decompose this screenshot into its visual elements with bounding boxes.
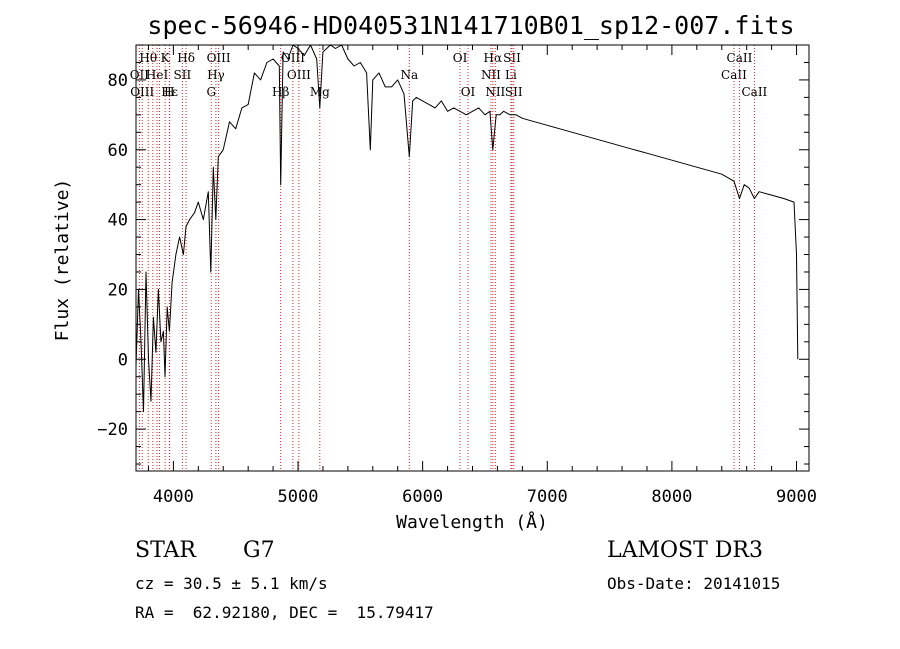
y-tick-label: 0 [118,350,128,370]
spectral-line-label: Hγ [207,68,225,82]
spectral-line-label: G [206,85,216,99]
spectral-line-label: HeI [146,68,169,82]
y-axis-label: Flux (relative) [52,179,73,342]
spectral-line-label: CaII [721,68,747,82]
spectral-line-label: OIII [130,85,154,99]
spectrum-series [135,44,799,413]
spectral-line-label: OIII [287,68,311,82]
spectrum-line [135,44,799,413]
x-tick-label: 6000 [402,487,443,507]
spectral-line-label: Hδ [177,51,195,65]
spectral-line-label: OII [130,68,150,82]
spectral-line-label: SII [174,68,192,82]
x-tick-label: 8000 [651,487,692,507]
survey-name: LAMOST DR3 [607,538,763,563]
chart-title: spec-56946-HD040531N141710B01_sp12-007.f… [147,11,794,40]
spectral-line-label: NII [485,85,505,99]
axis-ticks: 4000 5000 6000 7000 8000 9000 −20 0 20 40 60 80 [97,44,817,507]
object-subclass: G7 [243,538,275,563]
spectral-line-label: OI [461,85,476,99]
y-tick-label: 80 [108,71,128,91]
y-tick-label: 40 [108,211,128,231]
plot-frame [135,44,810,472]
spectral-line-label: NII [481,68,501,82]
y-tick-label: 60 [108,141,128,161]
spectral-line-label: Mg [310,85,330,99]
spectral-lines: OIIOIIIHθHeIKHHεSIIHδGHγOIIIHβOIIIOIIIMg… [130,45,768,471]
x-tick-label: 5000 [278,487,319,507]
x-tick-label: 7000 [527,487,568,507]
spectral-line-label: OIII [207,51,231,65]
spectral-line-label: Hα [484,51,503,65]
x-tick-label: 4000 [153,487,194,507]
y-tick-label: 20 [108,280,128,300]
spectral-line-label: SII [503,51,521,65]
x-tick-label: 9000 [776,487,817,507]
spectral-line-label: H [164,85,174,99]
spectral-line-label: CaII [741,85,767,99]
object-class: STAR [135,538,196,563]
spectral-line-label: Hε [161,85,178,99]
spectral-line-label: OI [453,51,468,65]
observation-date: Obs-Date: 20141015 [607,574,781,593]
spectral-line-label: Hθ [139,51,157,65]
spectral-line-label: CaII [727,51,753,65]
x-axis-label: Wavelength (Å) [396,511,548,533]
spectral-line-label: Na [400,68,418,82]
spectral-line-label: K [161,51,171,65]
spectral-line-label: Li [505,68,517,82]
coordinates-readout: RA = 62.92180, DEC = 15.79417 [135,603,434,622]
redshift-readout: cz = 30.5 ± 5.1 km/s [135,574,328,593]
y-tick-label: −20 [97,420,128,440]
spectral-line-label: Hβ [272,85,289,99]
spectral-line-label: SII [505,85,523,99]
